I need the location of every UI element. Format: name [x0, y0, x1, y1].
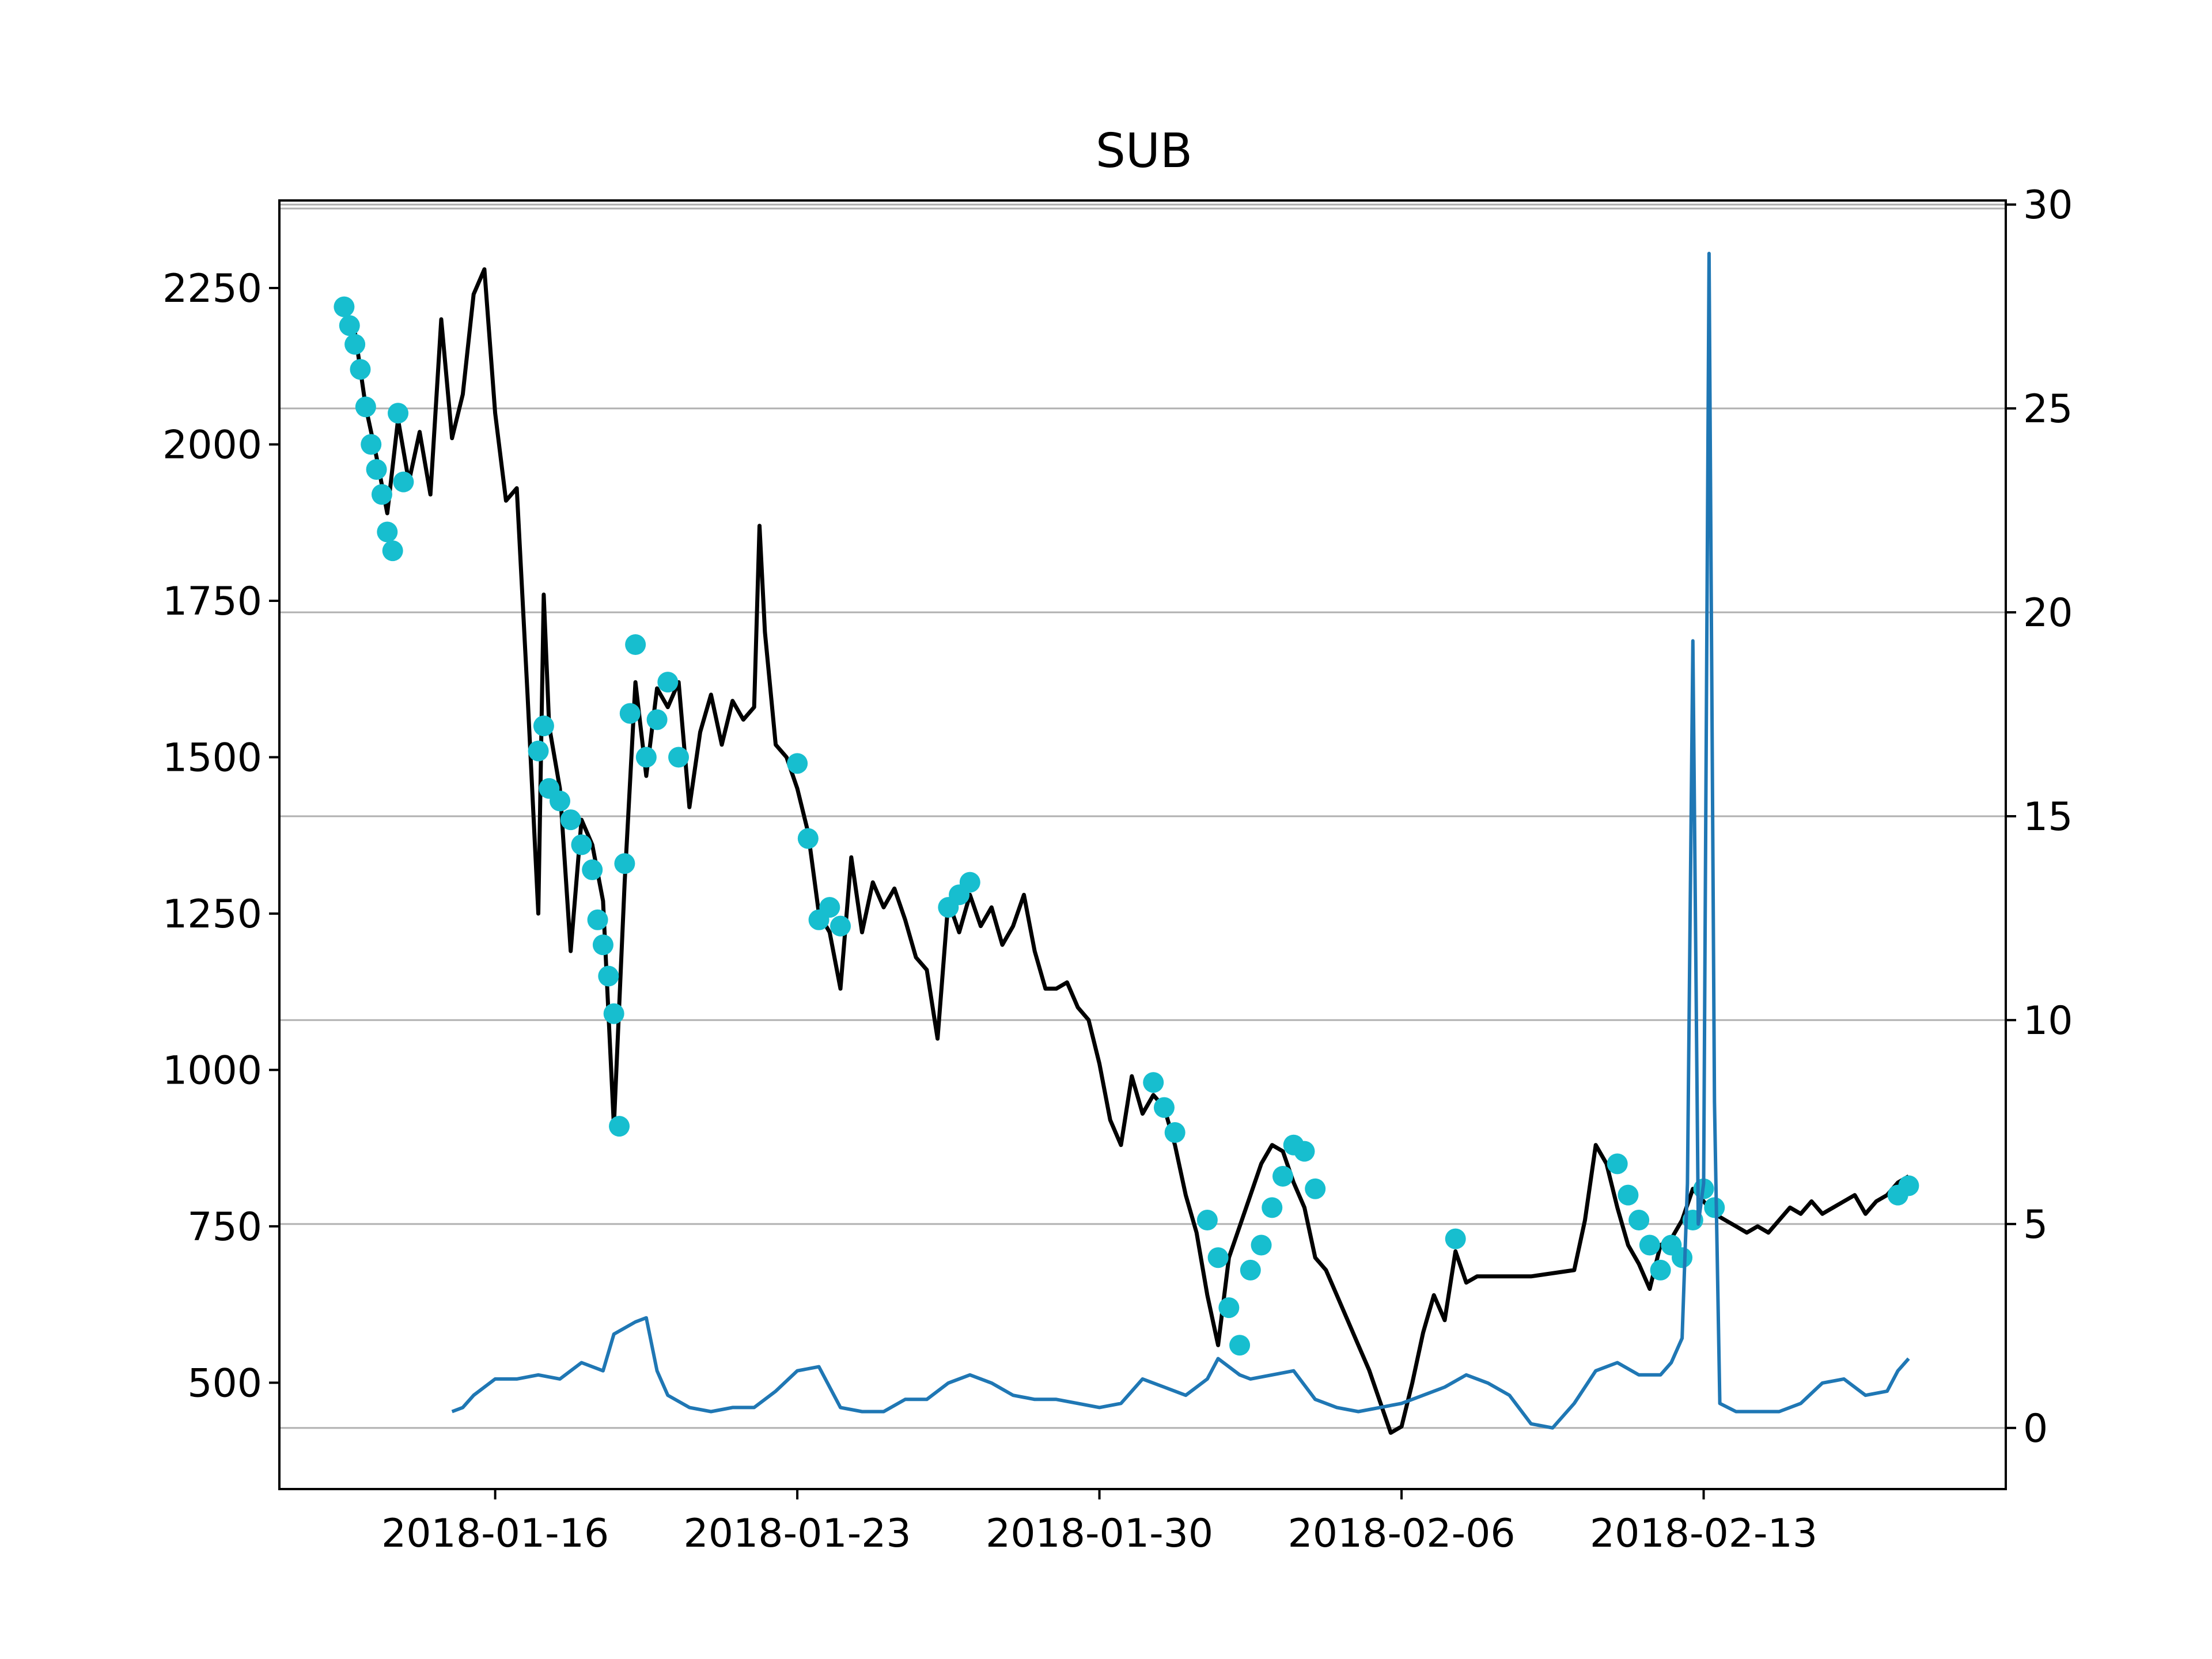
marker-point: [587, 909, 608, 930]
axes: 500 750 1000 1250 1500 1750 2000 2250 0 5 10 15 20 25…: [162, 183, 2073, 1556]
x-tick-label: 2018-02-13: [1590, 1511, 1817, 1556]
marker-point: [350, 359, 371, 380]
y-left-tick-label: 2000: [162, 423, 262, 468]
marker-point: [1229, 1335, 1251, 1356]
marker-point: [560, 809, 581, 831]
marker-point: [1607, 1153, 1628, 1175]
y-right-tick-label: 15: [2023, 794, 2073, 840]
marker-point: [528, 740, 549, 762]
y-right-tick-label: 10: [2023, 998, 2073, 1044]
marker-point: [388, 403, 409, 424]
marker-point: [344, 334, 366, 355]
marker-point: [339, 315, 360, 336]
x-tick-label: 2018-01-30: [986, 1511, 1213, 1556]
series-line-0: [342, 267, 1910, 1435]
marker-point: [550, 790, 571, 812]
marker-point: [598, 965, 619, 987]
marker-point: [625, 634, 646, 656]
marker-point: [1618, 1184, 1639, 1206]
marker-point: [830, 915, 851, 937]
marker-point: [635, 747, 657, 768]
marker-point: [1164, 1122, 1185, 1143]
marker-point: [1196, 1210, 1218, 1231]
marker-point: [1251, 1234, 1272, 1256]
marker-point: [1143, 1072, 1164, 1093]
marker-point: [1305, 1178, 1326, 1199]
marker-point: [571, 834, 592, 855]
marker-point: [1898, 1175, 1919, 1196]
plot-series: [334, 252, 1919, 1435]
marker-point: [334, 296, 355, 317]
plot-frame: [278, 199, 2007, 1490]
marker-point: [582, 859, 603, 880]
marker-point: [592, 934, 613, 956]
y-right-tick-label: 30: [2023, 183, 2073, 228]
marker-point: [609, 1116, 630, 1137]
marker-point: [1639, 1234, 1660, 1256]
marker-point: [959, 872, 980, 893]
marker-point: [1153, 1097, 1175, 1118]
y-right-tick-label: 25: [2023, 387, 2073, 432]
y-left-tick-label: 500: [187, 1361, 262, 1406]
marker-point: [1445, 1228, 1466, 1249]
marker-point: [819, 897, 840, 918]
marker-point: [382, 540, 403, 562]
y-left-tick-label: 750: [187, 1205, 262, 1250]
x-tick-label: 2018-02-06: [1287, 1511, 1515, 1556]
marker-point: [393, 471, 414, 493]
marker-point: [668, 747, 690, 768]
marker-point: [1704, 1197, 1725, 1218]
marker-point: [1650, 1259, 1671, 1281]
y-left-tick-label: 1500: [162, 735, 262, 781]
marker-point: [787, 753, 808, 774]
x-tick-label: 2018-01-23: [684, 1511, 911, 1556]
marker-point: [371, 484, 392, 505]
marker-point: [1272, 1166, 1294, 1187]
y-right-tick-label: 0: [2023, 1406, 2048, 1452]
y-left-tick-label: 1750: [162, 579, 262, 624]
marker-point: [797, 828, 819, 849]
marker-point: [1262, 1197, 1283, 1218]
x-tick-label: 2018-01-16: [381, 1511, 609, 1556]
y-left-tick-label: 1250: [162, 892, 262, 937]
marker-point: [1240, 1259, 1261, 1281]
y-right-tick-label: 20: [2023, 590, 2073, 636]
y-left-tick-label: 1000: [162, 1048, 262, 1093]
marker-point: [646, 709, 668, 730]
marker-point: [355, 396, 376, 418]
marker-point: [1672, 1247, 1693, 1268]
series-line-2: [451, 252, 1910, 1430]
y-left-tick-label: 2250: [162, 266, 262, 312]
y-right-tick-label: 5: [2023, 1202, 2048, 1248]
marker-point: [1218, 1297, 1240, 1319]
marker-point: [377, 521, 398, 543]
marker-point: [366, 459, 387, 480]
marker-point: [603, 1003, 624, 1024]
marker-point: [619, 703, 641, 724]
marker-point: [1294, 1141, 1315, 1162]
chart-title: SUB: [1096, 124, 1192, 179]
marker-point: [1628, 1210, 1650, 1231]
marker-point: [614, 853, 635, 874]
marker-point: [361, 434, 382, 455]
marker-point: [1207, 1247, 1229, 1268]
marker-point: [657, 672, 679, 693]
marker-point: [533, 715, 554, 737]
